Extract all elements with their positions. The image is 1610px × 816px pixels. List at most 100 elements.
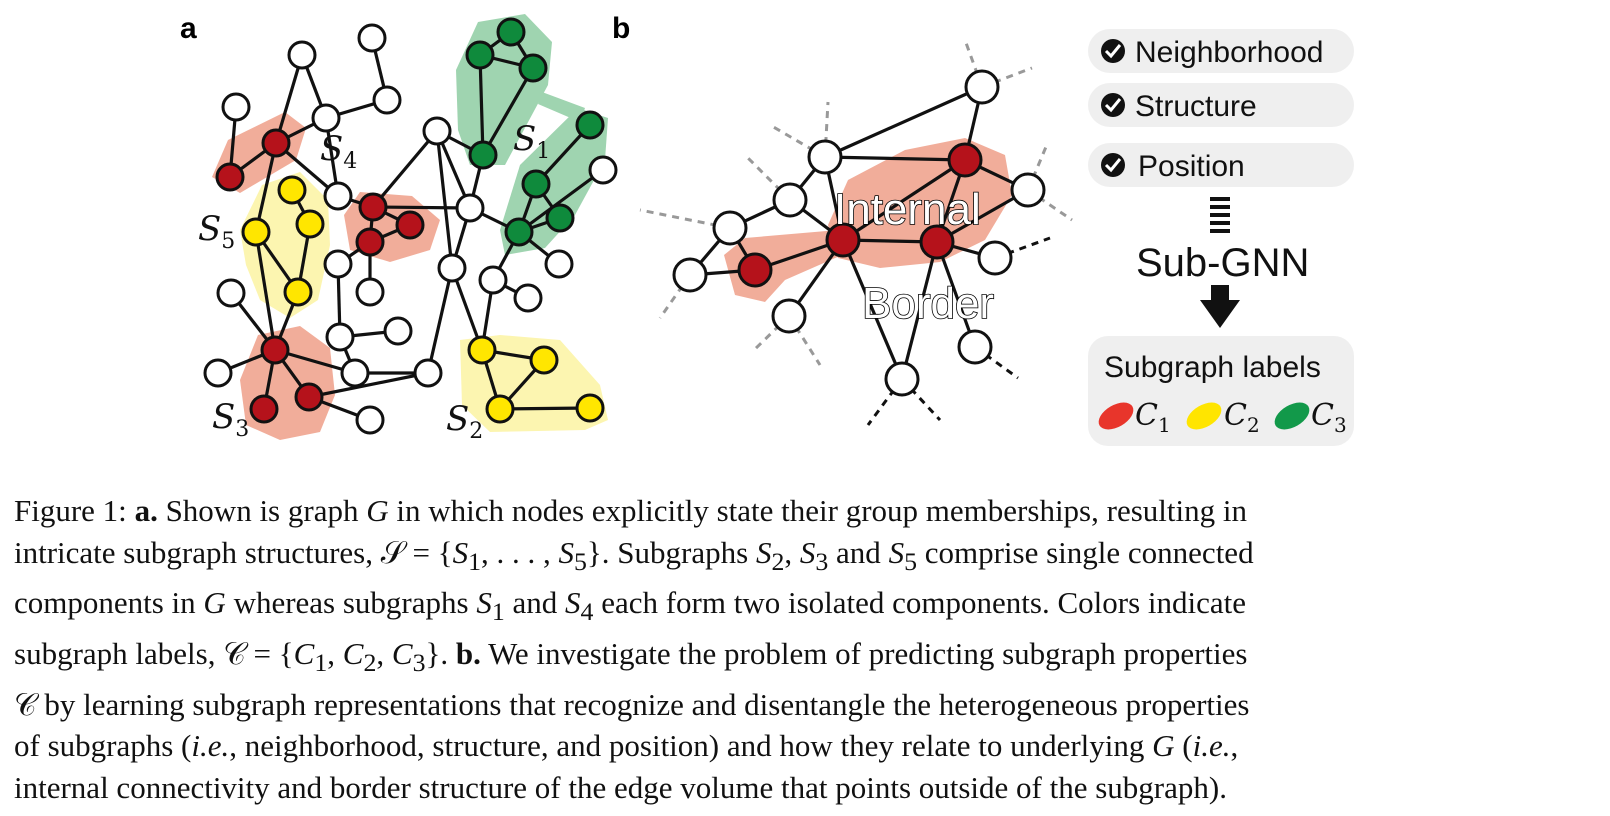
graph-node (575, 110, 605, 140)
graph-edge (518, 168, 604, 234)
class-label: C2 (1224, 398, 1260, 437)
graph-node (355, 405, 385, 435)
s2-label: S2 (446, 399, 483, 444)
graph-node (395, 210, 425, 240)
checkmark-icon (1104, 158, 1122, 173)
caption-line: components in G whereas subgraphs S1 and… (14, 585, 1246, 627)
s4-label: S4 (320, 129, 357, 174)
graph-node (712, 210, 748, 246)
graph-node (372, 85, 402, 115)
graph-node (215, 162, 245, 192)
class-swatch (1274, 402, 1310, 430)
external-edge (981, 66, 1033, 89)
external-edge (974, 345, 1019, 380)
graph-edge (481, 67, 535, 156)
graph-node (216, 278, 246, 308)
graph-node (772, 182, 808, 218)
graph-node (249, 394, 279, 424)
graph-node (283, 277, 313, 307)
graph-node (964, 69, 1000, 105)
graph-edge (371, 129, 439, 209)
graph-node (825, 222, 861, 258)
external-edge (769, 123, 826, 159)
graph-node (1010, 172, 1046, 208)
check-circle-icon (1101, 93, 1125, 117)
graph-edge (478, 54, 485, 156)
graph-node (518, 53, 548, 83)
panel-b-nodes (672, 69, 1046, 397)
graph-edge (254, 142, 278, 233)
graph-node (884, 361, 920, 397)
graph-node (504, 217, 534, 247)
class-c2: C2 (1186, 398, 1260, 437)
graph-node (355, 227, 385, 257)
class-c3: C3 (1274, 398, 1347, 437)
graph-node (241, 217, 271, 247)
graph-edge (372, 205, 471, 210)
graph-node (957, 329, 993, 365)
graph-node (467, 335, 497, 365)
panel-a-letter: a (180, 12, 197, 45)
graph-node (496, 17, 526, 47)
labels-box-title: Subgraph labels (1104, 351, 1321, 384)
graph-node (672, 257, 708, 293)
external-edge (658, 274, 692, 319)
graph-edge (499, 406, 591, 411)
graph-node (311, 103, 341, 133)
graph-edge (842, 158, 966, 242)
s1-label: S1 (513, 119, 550, 164)
graph-edge (435, 130, 454, 269)
class-swatch (1186, 402, 1222, 430)
graph-node (340, 358, 370, 388)
graph-node (325, 322, 355, 352)
graph-node (294, 382, 324, 412)
check-circle-icon (1101, 39, 1125, 63)
external-edge (1026, 141, 1050, 191)
graph-node (977, 240, 1013, 276)
figure-1: a S1 S2 S3 S4 S5 b Internal Border Neigh… (180, 12, 1354, 446)
graph-node (919, 224, 955, 260)
external-edge (866, 378, 904, 426)
external-edge (823, 101, 830, 158)
graph-node (513, 283, 543, 313)
graph-node (771, 298, 807, 334)
graph-node (465, 40, 495, 70)
property-label: Neighborhood (1135, 36, 1323, 69)
internal-label: Internal (834, 185, 981, 234)
graph-node (575, 393, 605, 423)
graph-node (323, 181, 353, 211)
caption-line: 𝒞 by learning subgraph representations t… (14, 686, 1250, 722)
figure-caption: Figure 1: a. Shown is graph G in which n… (14, 490, 1600, 808)
external-edge (787, 315, 822, 366)
property-neighborhood: Neighborhood (1088, 29, 1354, 73)
property-position: Position (1088, 143, 1354, 187)
external-edge (743, 153, 792, 202)
checkmark-icon (1104, 44, 1122, 59)
graph-node (357, 23, 387, 53)
down-arrow-icon (1200, 285, 1240, 328)
graph-edge (824, 85, 983, 159)
external-edge (963, 39, 984, 88)
graph-edge (254, 231, 277, 351)
property-label: Structure (1135, 90, 1257, 123)
graph-node (287, 40, 317, 70)
external-edge (750, 314, 791, 354)
panel-b-letter: b (612, 12, 630, 45)
caption-line: internal connectivity and border structu… (14, 769, 1227, 805)
property-label: Position (1138, 150, 1245, 183)
graph-node (295, 209, 325, 239)
graph-node (588, 155, 618, 185)
graph-node (807, 139, 843, 175)
class-label: C3 (1311, 398, 1347, 437)
caption-line: Figure 1: a. Shown is graph G in which n… (14, 493, 1247, 528)
s1-hull-lower (500, 108, 608, 255)
graph-node (323, 249, 353, 279)
external-edge (1027, 188, 1073, 222)
s5-label: S5 (198, 209, 235, 254)
s1-bridge (538, 92, 585, 122)
subgraph-labels-box: Subgraph labels C1 C2 C3 (1088, 336, 1354, 446)
class-c1: C1 (1098, 398, 1171, 437)
dashed-arrow-icon (1210, 197, 1230, 233)
graph-node (455, 193, 485, 223)
graph-node (485, 394, 515, 424)
